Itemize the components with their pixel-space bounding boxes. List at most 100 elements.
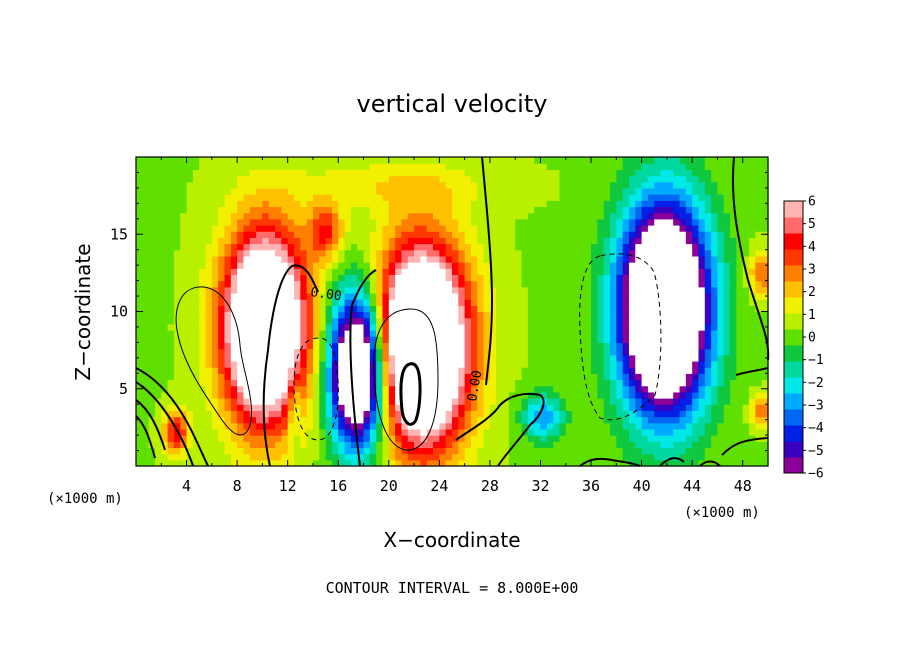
- heatmap-cell: [553, 194, 561, 201]
- heatmap-cell: [483, 385, 491, 393]
- heatmap-cell: [452, 243, 459, 251]
- heatmap-cell: [496, 187, 504, 195]
- heatmap-cell: [610, 163, 617, 170]
- heatmap-cell: [211, 435, 219, 442]
- heatmap-cell: [534, 299, 542, 306]
- heatmap-cell: [306, 268, 314, 276]
- heatmap-cell: [502, 200, 510, 208]
- heatmap-cell: [199, 410, 207, 418]
- heatmap-cell: [148, 268, 156, 276]
- heatmap-cell: [704, 404, 712, 411]
- heatmap-cell: [553, 317, 561, 325]
- heatmap-cell: [641, 262, 649, 269]
- heatmap-cell: [616, 422, 624, 430]
- heatmap-cell: [382, 163, 390, 170]
- heatmap-cell: [597, 262, 605, 269]
- heatmap-cell: [584, 243, 592, 251]
- heatmap-cell: [597, 367, 605, 374]
- heatmap-cell: [660, 385, 668, 393]
- heatmap-cell: [312, 416, 320, 424]
- heatmap-cell: [464, 231, 472, 238]
- heatmap-cell: [281, 224, 289, 232]
- heatmap-cell: [723, 249, 731, 257]
- heatmap-cell: [357, 422, 365, 430]
- heatmap-cell: [610, 330, 617, 337]
- heatmap-cell: [540, 404, 548, 411]
- heatmap-cell: [527, 336, 535, 343]
- heatmap-cell: [369, 157, 377, 164]
- heatmap-cell: [167, 348, 175, 356]
- heatmap-cell: [287, 385, 295, 393]
- heatmap-cell: [211, 274, 219, 282]
- heatmap-cell: [711, 175, 719, 183]
- heatmap-cell: [161, 200, 169, 208]
- heatmap-cell: [148, 404, 156, 411]
- heatmap-cell: [338, 218, 346, 226]
- heatmap-cell: [161, 459, 169, 467]
- heatmap-cell: [660, 410, 668, 418]
- heatmap-cell: [281, 342, 289, 350]
- heatmap-cell: [268, 342, 276, 350]
- heatmap-cell: [218, 274, 226, 282]
- heatmap-cell: [749, 404, 756, 411]
- heatmap-cell: [647, 317, 655, 325]
- heatmap-cell: [338, 354, 346, 362]
- heatmap-cell: [591, 360, 598, 368]
- heatmap-cell: [395, 311, 403, 319]
- heatmap-cell: [382, 459, 390, 467]
- heatmap-cell: [534, 323, 542, 331]
- heatmap-cell: [294, 255, 301, 263]
- heatmap-cell: [515, 323, 523, 331]
- heatmap-cell: [591, 163, 598, 170]
- heatmap-cell: [534, 330, 542, 337]
- heatmap-cell: [173, 212, 181, 220]
- heatmap-cell: [395, 224, 403, 232]
- heatmap-cell: [742, 330, 750, 337]
- heatmap-cell: [433, 231, 440, 238]
- heatmap-cell: [350, 175, 358, 183]
- heatmap-cell: [527, 280, 535, 288]
- heatmap-cell: [426, 280, 434, 288]
- heatmap-cell: [546, 268, 554, 276]
- heatmap-cell: [344, 342, 352, 350]
- heatmap-cell: [287, 299, 295, 306]
- heatmap-cell: [489, 422, 497, 430]
- heatmap-cell: [388, 422, 396, 430]
- heatmap-cell: [369, 342, 377, 350]
- heatmap-cell: [597, 379, 605, 387]
- heatmap-cell: [237, 398, 245, 405]
- heatmap-cell: [243, 187, 251, 195]
- heatmap-cell: [414, 224, 421, 232]
- heatmap-cell: [603, 212, 611, 220]
- heatmap-cell: [142, 206, 150, 214]
- heatmap-cell: [426, 323, 434, 331]
- heatmap-cell: [597, 255, 605, 263]
- heatmap-cell: [161, 218, 169, 226]
- heatmap-cell: [452, 292, 459, 300]
- heatmap-cell: [477, 453, 485, 461]
- heatmap-cell: [161, 249, 169, 257]
- heatmap-cell: [470, 218, 478, 226]
- heatmap-cell: [161, 323, 169, 331]
- heatmap-cell: [395, 317, 403, 325]
- heatmap-cell: [325, 385, 333, 393]
- heatmap-cell: [610, 435, 617, 442]
- heatmap-cell: [142, 292, 150, 300]
- heatmap-cell: [154, 422, 162, 430]
- heatmap-cell: [452, 348, 459, 356]
- heatmap-cell: [211, 169, 219, 177]
- heatmap-cell: [515, 224, 523, 232]
- heatmap-cell: [414, 243, 421, 251]
- heatmap-cell: [319, 453, 327, 461]
- heatmap-cell: [546, 428, 554, 436]
- heatmap-cell: [464, 453, 472, 461]
- heatmap-cell: [180, 299, 188, 306]
- heatmap-cell: [180, 292, 188, 300]
- heatmap-cell: [698, 447, 706, 455]
- heatmap-cell: [502, 422, 510, 430]
- heatmap-cell: [540, 385, 548, 393]
- heatmap-cell: [199, 280, 207, 288]
- heatmap-cell: [584, 360, 592, 368]
- heatmap-cell: [527, 262, 535, 269]
- heatmap-cell: [704, 379, 712, 387]
